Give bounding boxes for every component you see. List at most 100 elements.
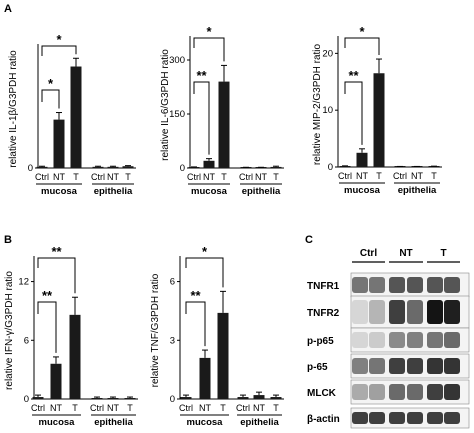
significance-bracket (193, 81, 210, 155)
bar (339, 166, 351, 167)
y-tick-label: 0 (24, 394, 29, 405)
significance-label: * (202, 244, 208, 259)
blot-band (352, 384, 368, 400)
blot-band (444, 332, 460, 348)
blot-band (407, 332, 423, 348)
blot-band (352, 300, 368, 324)
blot-band (427, 384, 443, 400)
category-label: Ctrl (393, 171, 407, 181)
blot-band (427, 332, 443, 348)
blot-band (407, 358, 423, 374)
bar (188, 167, 200, 168)
blot-band (352, 358, 368, 374)
category-label: T (73, 172, 79, 182)
blot-band (389, 358, 405, 374)
significance-label: * (48, 76, 54, 91)
y-tick-label: 150 (169, 109, 185, 120)
y-tick-label: 300 (169, 55, 185, 66)
significance-label: * (359, 24, 365, 39)
blot-band (369, 412, 385, 424)
category-label: NT (356, 171, 368, 181)
significance-label: * (206, 24, 212, 39)
category-label: Ctrl (35, 172, 49, 182)
blot-row-label: p-65 (307, 362, 328, 373)
category-label: Ctrl (31, 403, 45, 413)
significance-label: ** (348, 68, 359, 83)
category-label: Ctrl (90, 403, 104, 413)
category-label: NT (53, 172, 65, 182)
blot-band (369, 277, 385, 293)
blot-band (389, 412, 405, 424)
group-label: epithelia (398, 185, 437, 196)
bar (356, 152, 368, 167)
blot-band (444, 300, 460, 324)
bar (199, 357, 211, 399)
category-label: NT (50, 403, 62, 413)
y-tick-label: 3 (170, 335, 175, 346)
bar (53, 119, 65, 168)
significance-bracket (344, 37, 380, 56)
bar (70, 66, 82, 168)
significance-bracket (185, 301, 206, 347)
group-label: mucosa (39, 417, 76, 428)
group-label: mucosa (344, 185, 381, 196)
blot-band (444, 384, 460, 400)
significance-bracket (193, 37, 225, 62)
category-label: NT (411, 171, 423, 181)
group-label: mucosa (41, 186, 78, 197)
blot-band (444, 358, 460, 374)
category-label: T (127, 403, 133, 413)
blot-band (407, 412, 423, 424)
bar (237, 397, 249, 399)
category-label: Ctrl (91, 172, 105, 182)
significance-label: ** (42, 288, 53, 303)
lane-label: T (440, 248, 446, 259)
category-label: Ctrl (187, 172, 201, 182)
y-tick-label: 0 (28, 163, 33, 174)
category-label: Ctrl (236, 403, 250, 413)
significance-bracket (41, 45, 77, 56)
bar (122, 166, 134, 168)
blot-band (427, 277, 443, 293)
panel-label-a: A (4, 3, 12, 15)
blot-row-label: p-p65 (307, 336, 334, 347)
category-label: T (125, 172, 131, 182)
significance-bracket (37, 257, 76, 294)
category-label: Ctrl (179, 403, 193, 413)
blot-band (407, 384, 423, 400)
y-tick-label: 0 (170, 394, 175, 405)
significance-bracket (41, 89, 60, 109)
blot-band (352, 412, 368, 424)
bar (107, 398, 119, 399)
y-tick-label: 20 (322, 48, 333, 59)
category-label: T (221, 172, 227, 182)
bar (217, 312, 229, 399)
blot-row-label: MLCK (307, 388, 337, 399)
blot-band (369, 332, 385, 348)
blot-band (427, 358, 443, 374)
category-label: T (376, 171, 382, 181)
lane-label: NT (399, 248, 412, 259)
y-tick-label: 0 (328, 162, 333, 173)
significance-bracket (37, 301, 57, 353)
panel-label-b: B (4, 234, 12, 246)
group-label: epithelia (240, 417, 279, 428)
bar (253, 395, 265, 399)
significance-label: ** (196, 68, 207, 83)
panel-label-c: C (305, 234, 313, 246)
category-label: T (72, 403, 78, 413)
blot-band (369, 358, 385, 374)
category-label: Ctrl (338, 171, 352, 181)
blot-band (427, 412, 443, 424)
y-tick-label: 12 (18, 277, 29, 288)
group-label: epithelia (94, 417, 133, 428)
blot-band (389, 332, 405, 348)
category-label: NT (253, 403, 265, 413)
blot-band (369, 300, 385, 324)
y-axis-title: relative MIP-2/G3PDH ratio (312, 43, 323, 165)
category-label: T (431, 171, 437, 181)
